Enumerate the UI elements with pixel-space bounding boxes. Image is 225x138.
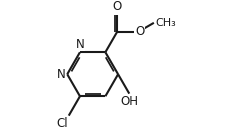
Text: Cl: Cl (56, 117, 68, 130)
Text: O: O (135, 26, 144, 39)
Text: N: N (75, 38, 84, 51)
Text: OH: OH (120, 95, 138, 108)
Text: CH₃: CH₃ (154, 18, 175, 28)
Text: N: N (57, 68, 65, 81)
Text: O: O (112, 0, 121, 14)
